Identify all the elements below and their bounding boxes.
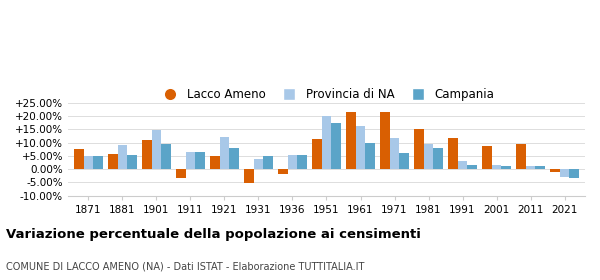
- Bar: [492, 165, 502, 169]
- Bar: [83, 156, 93, 169]
- Bar: [560, 169, 569, 177]
- Bar: [254, 159, 263, 169]
- Legend: Lacco Ameno, Provincia di NA, Campania: Lacco Ameno, Provincia di NA, Campania: [154, 83, 499, 106]
- Bar: [263, 156, 273, 169]
- Bar: [380, 112, 390, 169]
- Bar: [244, 169, 254, 183]
- Bar: [331, 123, 341, 169]
- Bar: [365, 143, 375, 169]
- Bar: [195, 152, 205, 169]
- Bar: [74, 149, 83, 169]
- Bar: [142, 140, 152, 169]
- Bar: [322, 116, 331, 169]
- Bar: [502, 166, 511, 169]
- Bar: [176, 169, 185, 178]
- Text: Variazione percentuale della popolazione ai censimenti: Variazione percentuale della popolazione…: [6, 228, 421, 241]
- Bar: [356, 126, 365, 169]
- Bar: [399, 153, 409, 169]
- Bar: [210, 157, 220, 169]
- Bar: [458, 161, 467, 169]
- Bar: [414, 129, 424, 169]
- Bar: [229, 148, 239, 169]
- Bar: [220, 137, 229, 169]
- Bar: [93, 157, 103, 169]
- Text: COMUNE DI LACCO AMENO (NA) - Dati ISTAT - Elaborazione TUTTITALIA.IT: COMUNE DI LACCO AMENO (NA) - Dati ISTAT …: [6, 262, 364, 272]
- Bar: [108, 154, 118, 169]
- Bar: [424, 144, 433, 169]
- Bar: [185, 153, 195, 169]
- Bar: [550, 169, 560, 172]
- Bar: [118, 145, 127, 169]
- Bar: [278, 169, 288, 174]
- Bar: [152, 130, 161, 169]
- Bar: [482, 146, 492, 169]
- Bar: [390, 138, 399, 169]
- Bar: [312, 139, 322, 169]
- Bar: [467, 165, 477, 169]
- Bar: [288, 155, 297, 169]
- Bar: [526, 166, 535, 169]
- Bar: [433, 148, 443, 169]
- Bar: [569, 169, 579, 178]
- Bar: [127, 155, 137, 169]
- Bar: [346, 111, 356, 169]
- Bar: [448, 139, 458, 169]
- Bar: [516, 144, 526, 169]
- Bar: [535, 167, 545, 169]
- Bar: [161, 144, 171, 169]
- Bar: [297, 155, 307, 169]
